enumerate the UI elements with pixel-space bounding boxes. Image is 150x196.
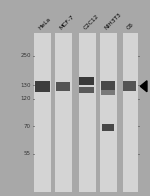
- Polygon shape: [140, 81, 147, 92]
- Bar: [80, 77, 94, 85]
- Bar: [80, 87, 94, 93]
- Text: C2C12: C2C12: [83, 13, 100, 30]
- Bar: [79, 33, 96, 192]
- Bar: [34, 33, 51, 192]
- Bar: [101, 90, 115, 95]
- Text: 55: 55: [24, 151, 31, 156]
- Text: 120: 120: [20, 96, 31, 102]
- Bar: [102, 124, 114, 131]
- Text: NIH3T3: NIH3T3: [104, 11, 123, 30]
- Text: MCF-7: MCF-7: [59, 14, 75, 30]
- Bar: [34, 81, 50, 92]
- Bar: [55, 33, 72, 192]
- Bar: [123, 81, 136, 91]
- Bar: [101, 81, 115, 90]
- Bar: [123, 33, 138, 192]
- Text: C6: C6: [125, 21, 135, 30]
- Bar: [100, 33, 117, 192]
- Text: 130: 130: [20, 83, 31, 88]
- Text: HeLa: HeLa: [38, 16, 52, 30]
- Text: 250: 250: [20, 53, 31, 58]
- Bar: [56, 82, 70, 91]
- Text: 70: 70: [24, 124, 31, 129]
